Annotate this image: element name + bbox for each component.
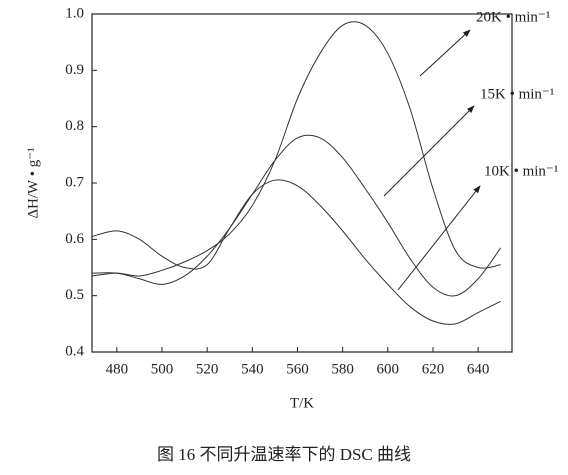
y-tick-label: 0.9: [65, 62, 84, 78]
annotation-arrow: [383, 105, 475, 197]
x-tick-label: 600: [377, 361, 400, 377]
line-series: [91, 134, 502, 297]
caption: 图 16 不同升温速率下的 DSC 曲线: [157, 445, 411, 464]
x-tick-label: 620: [422, 361, 445, 377]
y-tick-label: 1.0: [65, 5, 84, 21]
plot-frame: [91, 13, 513, 353]
annotation-arrow: [397, 185, 481, 291]
series-label: 10K • min⁻¹: [484, 163, 558, 179]
line-series: [91, 21, 501, 277]
line-series: [91, 179, 501, 325]
x-tick-label: 500: [151, 361, 174, 377]
y-tick-label: 0.7: [65, 174, 84, 190]
series-label: 15K • min⁻¹: [480, 86, 554, 102]
x-tick-label: 580: [331, 361, 354, 377]
y-tick-label: 0.4: [65, 343, 84, 359]
x-tick-label: 640: [467, 361, 490, 377]
annotation-arrow: [419, 29, 471, 77]
x-tick-label: 520: [196, 361, 219, 377]
y-tick-label: 0.5: [65, 287, 84, 303]
y-tick-label: 0.6: [65, 231, 84, 247]
x-axis-label: T/K: [290, 395, 314, 411]
x-tick-label: 560: [286, 361, 309, 377]
x-tick-label: 540: [241, 361, 264, 377]
y-tick-label: 0.8: [65, 118, 84, 134]
y-axis-label: ΔH/W • g⁻¹: [25, 147, 41, 218]
x-tick-label: 480: [106, 361, 129, 377]
series-label: 20K • min⁻¹: [476, 9, 550, 25]
